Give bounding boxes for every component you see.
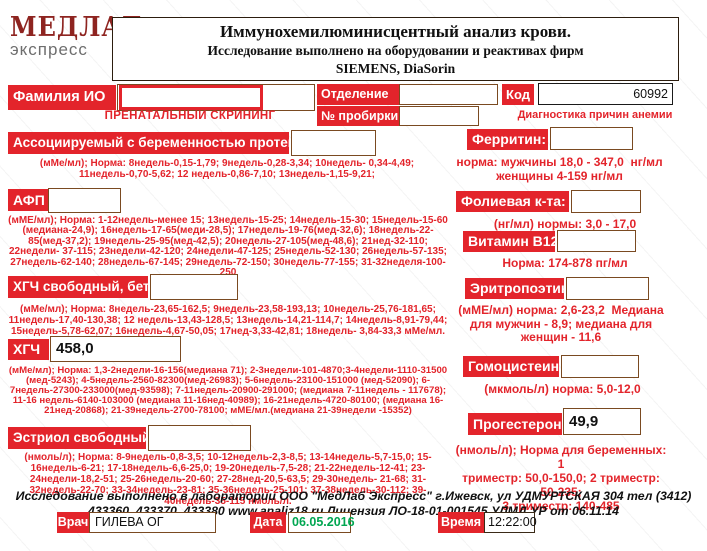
- section-label-papp-a: Ассоциируемый с беременностью протеин А: [8, 132, 318, 154]
- ferritin-value-field[interactable]: [550, 127, 633, 150]
- progesterone-norm: (нмоль/л); Норма для беременных: 1 триме…: [455, 443, 667, 513]
- section-label-folic-acid: Фолиевая к-та:: [456, 191, 569, 212]
- diagnosis-note: Диагностика причин анемии: [517, 109, 673, 121]
- doctor-field[interactable]: ГИЛЕВА ОГ: [89, 512, 216, 533]
- section-label-homocysteine: Гомоцистеин:: [463, 356, 564, 377]
- section-label-afp: АФП: [8, 189, 48, 211]
- section-label-free-estriol: Эстриол свободный: [8, 427, 150, 449]
- section-label-free-beta-hcg: ХГЧ свободный, бета: [8, 276, 157, 298]
- vitamin-b12-value-field[interactable]: [557, 230, 636, 252]
- code-field[interactable]: 60992: [538, 83, 673, 105]
- tube-number-label: № пробирки: [317, 106, 399, 126]
- logo-subtitle: экспресс: [10, 40, 88, 59]
- homocysteine-value-field[interactable]: [561, 355, 639, 378]
- free-beta-hcg-value-field[interactable]: [150, 274, 238, 300]
- papp-a-norm: (мМе/мл); Норма: 8недель-0,15-1,79; 9нед…: [39, 158, 415, 180]
- date-field[interactable]: 06.05.2016: [288, 512, 355, 533]
- afp-value-field[interactable]: [48, 188, 121, 213]
- report-equipment: SIEMENS, DiaSorin: [335, 61, 456, 76]
- section-label-erythropoietin: Эритропоэтин: [465, 278, 569, 299]
- medlab-logo: МЕДЛАБ экспресс: [10, 10, 144, 60]
- section-label-vitamin-b12: Витамин В12: [463, 231, 558, 252]
- vitamin-b12-norm: Норма: 174-878 пг/мл: [502, 256, 628, 270]
- time-field[interactable]: 12:22:00: [484, 512, 537, 533]
- free-estriol-norm: (нмоль/л); Норма: 8-9недель-0,8-3,5; 10-…: [24, 452, 432, 507]
- erythropoietin-value-field[interactable]: [566, 277, 649, 300]
- homocysteine-norm: (мкмоль/л) норма: 5,0-12,0: [484, 382, 641, 396]
- tube-number-field[interactable]: [399, 106, 479, 126]
- department-field[interactable]: [399, 84, 498, 105]
- report-subtitle: Исследование выполнено на оборудовании и…: [207, 43, 584, 58]
- free-estriol-value-field[interactable]: [148, 425, 251, 451]
- section-label-hcg: ХГЧ: [8, 339, 49, 360]
- folic-acid-value-field[interactable]: [571, 190, 641, 213]
- papp-a-value-field[interactable]: [291, 130, 376, 156]
- department-label: Отделение: [317, 84, 399, 105]
- time-label: Время: [438, 512, 484, 533]
- report-title: Иммунохемилюминисцентный анализ крови.: [219, 22, 572, 41]
- date-label: Дата: [250, 512, 286, 533]
- doctor-label: Врач: [57, 512, 89, 533]
- progesterone-value-field[interactable]: 49,9: [563, 408, 641, 435]
- folic-acid-norm: (нг/мл) нормы: 3,0 - 17,0: [493, 217, 637, 231]
- code-label: Код: [502, 84, 534, 105]
- logo-title: МЕДЛАБ: [10, 10, 144, 43]
- section-label-ferritin: Ферритин:: [467, 129, 548, 150]
- prenatal-screening-heading: ПРЕНАТАЛЬНЫЙ СКРИНИНГ: [104, 110, 276, 122]
- surname-field[interactable]: [119, 85, 263, 110]
- afp-norm: (мМЕ/мл); Норма: 1-12недель-менее 15; 13…: [8, 215, 448, 279]
- surname-label: Фамилия ИО: [8, 85, 116, 110]
- erythropoietin-norm: (мМЕ/мл) норма: 2,6-23,2 Медиана для муж…: [458, 303, 664, 344]
- free-beta-hcg-norm: (мМе/мл); Норма: 8недель-23,65-162,5; 9н…: [8, 304, 448, 337]
- hcg-value-field[interactable]: 458,0: [50, 336, 181, 362]
- report-title-box: Иммунохемилюминисцентный анализ крови. И…: [112, 17, 679, 81]
- section-label-progesterone: Прогестерон: [468, 413, 562, 435]
- ferritin-norm: норма: мужчины 18,0 - 347,0 нг/мл женщин…: [456, 155, 663, 183]
- hcg-norm: (мМе/мл); Норма: 1,3-2недели-16-156(меди…: [8, 365, 448, 416]
